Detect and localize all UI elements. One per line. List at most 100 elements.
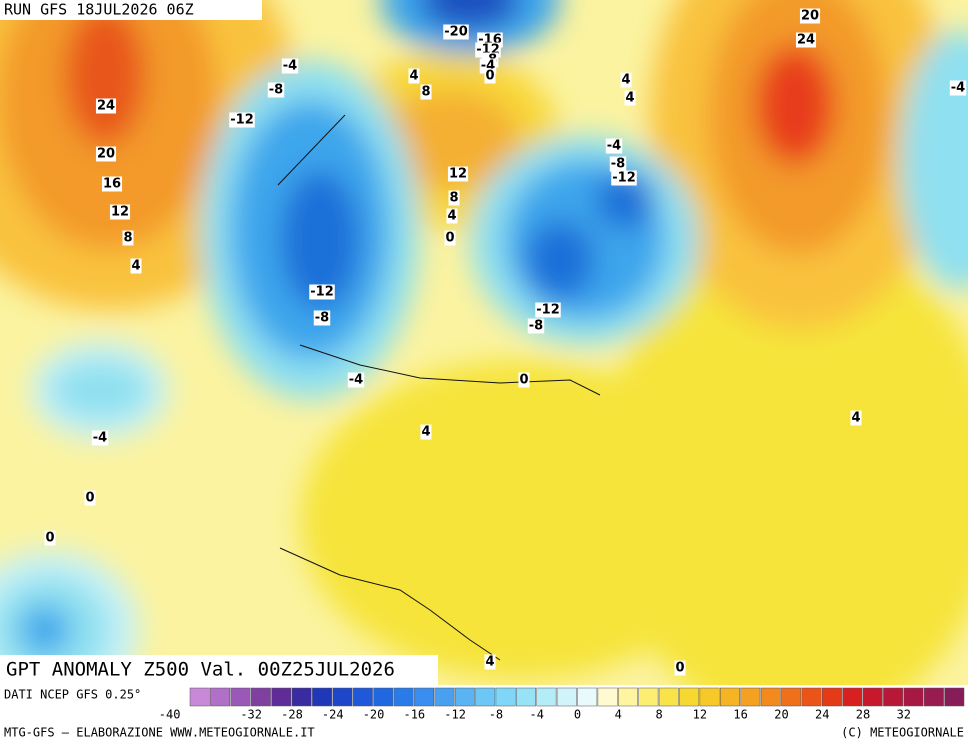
colorbar-swatch [679, 687, 700, 707]
colorbar-swatch [618, 687, 638, 707]
contour-label-box [420, 424, 432, 440]
contour-label-box [448, 190, 460, 206]
contour-label: 8 [421, 85, 430, 100]
contour-label: -4 [607, 139, 621, 154]
colorbar-swatch [862, 687, 883, 707]
colorbar-tick-label: 20 [774, 708, 788, 722]
contour-label-box [408, 68, 420, 84]
contour-label: -12 [612, 171, 636, 186]
colorbar-tick-label: 32 [897, 708, 911, 722]
colorbar-swatch [903, 687, 924, 707]
contour-label-box [309, 284, 335, 300]
contour-label: 20 [97, 147, 115, 162]
contour-label-box [527, 318, 545, 334]
contour-label: 16 [103, 177, 121, 192]
contour-label: 12 [449, 167, 467, 182]
colorbar-swatch [230, 687, 251, 707]
colorbar-swatch [638, 687, 659, 707]
contour-label-box [535, 302, 561, 318]
colorbar-tick-label: -24 [322, 708, 344, 722]
contour-label: -12 [536, 303, 560, 318]
colorbar-swatch [393, 687, 414, 707]
map-field [0, 0, 968, 685]
colorbar-tick-label: 16 [733, 708, 747, 722]
colorbar-swatch [577, 687, 598, 707]
colorbar-swatch [781, 687, 802, 707]
colorbar-tick-label: -32 [240, 708, 262, 722]
colorbar-swatch [373, 687, 394, 707]
colorbar-tick-label: 8 [655, 708, 662, 722]
contour-label: -8 [529, 319, 543, 334]
contour-label: 8 [449, 191, 458, 206]
contour-label-box [484, 68, 496, 84]
contour-label-box [122, 230, 134, 246]
contour-label-box [444, 230, 456, 246]
colorbar-tick-label: -12 [444, 708, 466, 722]
copyright-label: (C) METEOGIORNALE [841, 726, 964, 740]
colorbar-tick-label: 28 [856, 708, 870, 722]
contour-label: 4 [625, 91, 634, 106]
contour-label: -12 [310, 285, 334, 300]
contour-label-box [624, 90, 636, 106]
colorbar-swatch [760, 687, 781, 707]
contour-label: 0 [45, 531, 54, 546]
colorbar-tick-label: -20 [363, 708, 385, 722]
contour-label-box [674, 660, 686, 676]
colorbar-swatch [658, 687, 679, 707]
border [277, 114, 346, 186]
colorbar-swatch [495, 687, 516, 707]
contour-label-box [605, 138, 623, 154]
contour-label-box [850, 410, 862, 426]
colorbar-tick-label: -16 [403, 708, 425, 722]
contour-label-box [109, 204, 131, 220]
colorbar-swatch [720, 687, 740, 707]
colorbar-swatch [842, 687, 863, 707]
colorbar-swatch [250, 687, 271, 707]
colorbar-tick-label: 4 [615, 708, 622, 722]
contour-label-box [130, 258, 142, 274]
colorbar-swatch [801, 687, 822, 707]
contour-label-box [44, 530, 56, 546]
contour-label-box [347, 372, 365, 388]
colorbar-swatch [332, 687, 353, 707]
map-title: GPT ANOMALY Z500 Val. 00Z25JUL2026 [6, 659, 395, 681]
colorbar-swatch [414, 687, 434, 707]
contour-labels: -20-16-12-8-4048-4-8-12242016128412840-4… [44, 8, 967, 676]
contour-label-box [95, 146, 117, 162]
colorbar-swatch [271, 687, 292, 707]
colorbar-swatch [821, 687, 842, 707]
border [299, 344, 601, 396]
credit-label: MTG-GFS — ELABORAZIONE WWW.METEOGIORNALE… [4, 726, 315, 740]
contour-label-box [95, 98, 117, 114]
contour-label: 8 [123, 231, 132, 246]
contour-label-box [281, 58, 299, 74]
source-label: DATI NCEP GFS 0.25° [4, 688, 141, 702]
contour-label-box [267, 82, 285, 98]
contour-label: 0 [519, 373, 528, 388]
colorbar-tick-label: 0 [574, 708, 581, 722]
contour-label-box [420, 84, 432, 100]
colorbar-swatch [597, 687, 618, 707]
contour-label-box [609, 156, 627, 172]
contour-label: 0 [485, 69, 494, 84]
contour-label: -4 [951, 81, 965, 96]
contour-label-box [518, 372, 530, 388]
contour-label-box [949, 80, 967, 96]
colorbar-swatch [740, 687, 761, 707]
colorbar-swatch [454, 687, 475, 707]
contour-label: -8 [269, 83, 283, 98]
contour-label: 0 [445, 231, 454, 246]
colorbar-swatch [516, 687, 536, 707]
colorbar-swatch [944, 687, 965, 707]
contour-label-box [446, 208, 458, 224]
contour-label-box [313, 310, 331, 326]
contour-label-box [443, 24, 469, 40]
colorbar-tick-label: -40 [159, 708, 181, 722]
contour-label: 4 [447, 209, 456, 224]
colorbar-swatch [475, 687, 496, 707]
contour-label: -4 [349, 373, 363, 388]
contour-label-box [91, 430, 109, 446]
colorbar-swatch [923, 687, 944, 707]
contour-label: -8 [315, 311, 329, 326]
